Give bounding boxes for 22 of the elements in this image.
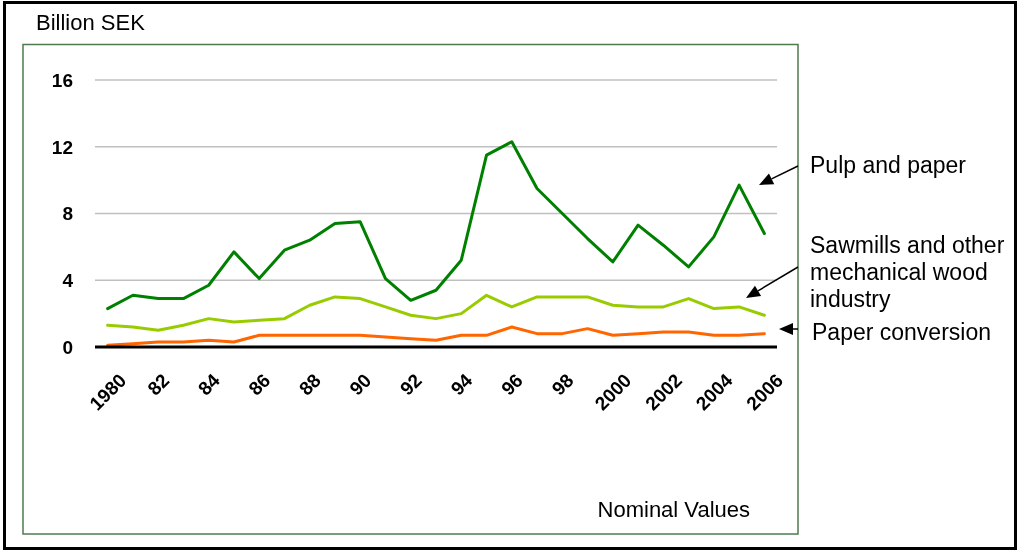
x-tick-label: 96 bbox=[497, 369, 527, 400]
x-tick-label: 86 bbox=[244, 369, 275, 400]
line-series bbox=[106, 325, 766, 347]
text: Pulp and paper bbox=[810, 152, 967, 178]
y-tick-label: 16 bbox=[51, 69, 73, 91]
y-tick-label: 8 bbox=[62, 203, 73, 225]
text: Paper conversion bbox=[812, 319, 991, 345]
y-tick-label: 0 bbox=[62, 336, 73, 358]
x-tick-label: 82 bbox=[143, 369, 174, 400]
y-tick-label: 12 bbox=[51, 136, 73, 158]
x-tick-label: 88 bbox=[295, 369, 325, 400]
x-tick-label: 98 bbox=[547, 369, 578, 400]
x-tick-label: 90 bbox=[345, 369, 376, 400]
line-series bbox=[106, 293, 766, 332]
line-series bbox=[106, 140, 766, 311]
series-label: Sawmills and other mechanical wood industry bbox=[810, 232, 1005, 312]
x-tick-label: 92 bbox=[396, 369, 426, 400]
text: Nominal Values bbox=[597, 497, 750, 522]
y-tick-label: 4 bbox=[62, 270, 74, 292]
x-tick-label: 84 bbox=[194, 369, 225, 400]
x-tick-label: 94 bbox=[446, 369, 477, 400]
y-axis-title: Billion SEK bbox=[36, 10, 146, 35]
